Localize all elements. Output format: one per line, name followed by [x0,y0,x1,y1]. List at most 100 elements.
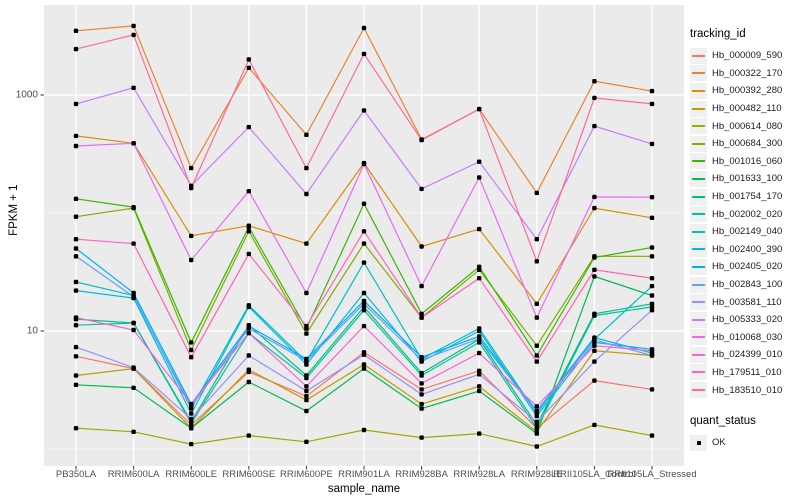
data-point [304,191,309,197]
legend-entry-Hb_002002_020: Hb_002002_020 [690,205,798,223]
x-tick-label: RRIM928BA [395,469,448,480]
data-point [419,357,424,362]
legend-color-key [690,241,707,258]
legend-entry-Hb_001633_100: Hb_001633_100 [690,170,798,188]
data-point [592,255,597,260]
legend-line-swatch [692,389,705,392]
y-tick-label: 1000 [15,89,38,101]
legend-quant-status: quant_status OK [690,415,798,452]
data-point [649,433,655,438]
data-point [131,365,136,370]
legend-entry-label: Hb_000614_080 [712,120,783,132]
legend-entry-label: Hb_024399_010 [712,349,783,361]
x-tick-label: RRII105LA_Stressed [607,469,697,480]
legend-entry-Hb_000684_300: Hb_000684_300 [690,135,798,153]
data-point [131,205,136,210]
data-point [361,362,367,367]
legend-entry-ok: OK [690,434,798,452]
data-point [304,331,309,336]
x-tick-label: PB350LA [55,469,97,480]
legend-line-swatch [692,283,705,286]
legend-line-swatch [692,125,705,128]
data-point [73,133,79,139]
legend-entry-label: Hb_001754_170 [712,191,783,203]
data-point [534,410,539,415]
data-point [246,379,251,385]
data-point [649,215,655,220]
data-point [419,315,424,320]
x-tick-label: RRIM928LA [453,469,506,480]
legend-line-swatch [692,142,705,145]
data-point [534,259,539,264]
legend-line-swatch [692,230,705,233]
legend-entry-label: Hb_005333_020 [712,314,783,326]
legend-entry-Hb_000009_590: Hb_000009_590 [690,47,798,65]
legend-line-swatch [692,89,705,92]
legend-entry-Hb_002149_040: Hb_002149_040 [690,223,798,241]
data-point [73,373,79,378]
data-point [246,189,251,194]
data-point [304,397,309,403]
legend-entries: Hb_000009_590 Hb_000322_170 Hb_000392_280 H… [690,47,798,399]
data-point [246,353,251,358]
data-point [73,315,79,320]
data-point [361,260,367,265]
data-point [592,348,597,353]
data-point [304,394,309,399]
legend: tracking_id Hb_000009_590 Hb_000322_170 Hb… [690,28,798,451]
legend-line-swatch [692,107,705,110]
data-point [131,320,136,326]
legend-line-swatch [692,213,705,216]
data-point [534,315,539,320]
legend-line-swatch [692,336,705,339]
data-point [361,25,367,31]
data-point [131,23,136,29]
legend-entry-label: OK [712,437,726,449]
data-point [246,251,251,257]
data-point [477,368,482,373]
data-point [73,382,79,387]
legend-entry-Hb_000322_170: Hb_000322_170 [690,65,798,83]
legend-color-key [690,135,707,152]
legend-line-swatch [692,353,705,356]
legend-line-swatch [692,265,705,268]
data-point [419,283,424,289]
legend-color-key [690,118,707,135]
data-point [189,165,194,171]
data-point [73,426,79,431]
legend-entry-Hb_024399_010: Hb_024399_010 [690,346,798,364]
data-point [304,290,309,296]
x-tick-label: RRIM600PE [279,469,333,480]
data-point [534,343,539,348]
data-point [419,186,424,192]
data-point [73,288,79,293]
data-point [419,381,424,386]
data-point [246,330,251,336]
legend-entry-label: Hb_000322_170 [712,67,783,79]
data-point [592,79,597,84]
data-point [189,185,194,191]
data-point [73,143,79,149]
data-point [649,304,655,310]
data-point [131,327,136,333]
data-point [592,422,597,428]
legend-color-key [690,65,707,82]
legend-entry-label: Hb_002149_040 [712,226,783,238]
data-point [649,387,655,392]
legend-entry-label: Hb_183510_010 [712,384,783,396]
x-tick-label: RRIM901LA [338,469,390,480]
data-point [649,254,655,259]
legend-entry-Hb_002843_100: Hb_002843_100 [690,276,798,294]
data-point [361,229,367,234]
legend-entry-label: Hb_000684_300 [712,138,783,150]
data-point [477,328,482,334]
legend-title-tracking-id: tracking_id [690,28,746,40]
data-point [73,246,79,251]
legend-entry-label: Hb_010068_030 [712,331,783,343]
legend-entry-Hb_001016_060: Hb_001016_060 [690,153,798,171]
data-point [361,161,367,167]
data-point [246,304,251,310]
legend-line-swatch [692,301,705,304]
x-tick-label: RRIM928LE [510,469,563,480]
